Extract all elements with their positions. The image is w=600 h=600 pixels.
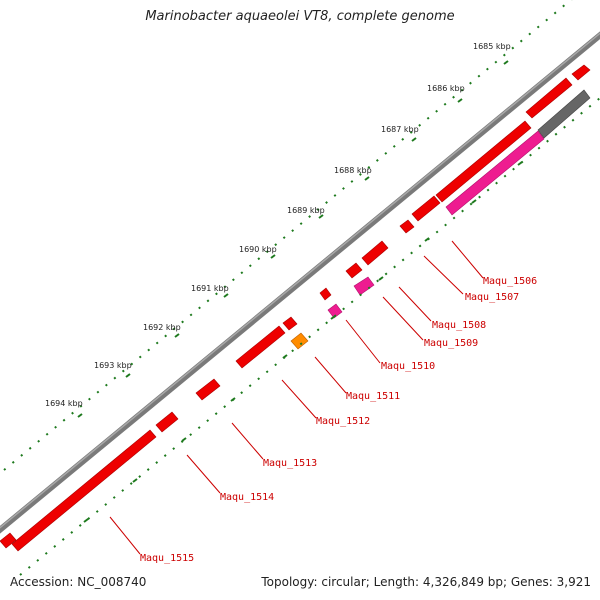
gene-pink-1510	[327, 303, 343, 319]
inner-major-ticks	[83, 161, 523, 523]
scale-label-1694: 1694 kbp	[45, 399, 83, 408]
gene-pink-1509	[353, 276, 375, 296]
gene-maqu-1506	[571, 64, 591, 81]
gene-label-maqu-1508: Maqu_1508	[432, 320, 486, 331]
gene-pink-long	[445, 130, 545, 216]
scale-label-1691: 1691 kbp	[191, 284, 229, 293]
scale-label-1693: 1693 kbp	[94, 361, 132, 370]
scale-label-1692: 1692 kbp	[143, 323, 181, 332]
gene-label-maqu-1514: Maqu_1514	[220, 492, 274, 503]
gene-maqu-1509-r	[399, 219, 415, 234]
outer-major-ticks	[77, 60, 509, 418]
map-title: Marinobacter aquaeolei VT8, complete gen…	[145, 9, 455, 24]
gene-maqu-1514-b	[195, 378, 221, 401]
gene-label-maqu-1512: Maqu_1512	[316, 416, 370, 427]
gene-maqu-1508	[411, 195, 441, 222]
gene-maqu-1510-r	[361, 240, 389, 266]
forward-genes	[0, 64, 591, 552]
outer-scale-ring	[3, 0, 573, 471]
gene-label-maqu-1509: Maqu_1509	[424, 338, 478, 349]
second-row-genes	[290, 89, 591, 350]
gene-maqu-1515-tip	[0, 532, 17, 549]
scale-label-1688: 1688 kbp	[334, 166, 372, 175]
gene-label-maqu-1515: Maqu_1515	[140, 553, 194, 564]
scale-label-1687: 1687 kbp	[381, 125, 419, 134]
scale-label-1689: 1689 kbp	[287, 206, 325, 215]
gene-label-maqu-1513: Maqu_1513	[263, 458, 317, 469]
gene-label-maqu-1510: Maqu_1510	[381, 361, 435, 372]
gene-label-maqu-1506: Maqu_1506	[483, 276, 537, 287]
accession-text: Accession: NC_008740	[10, 575, 147, 589]
gene-gray	[537, 89, 591, 139]
scale-label-1686: 1686 kbp	[427, 84, 465, 93]
scale-label-1690: 1690 kbp	[239, 245, 277, 254]
gene-maqu-1507	[435, 120, 532, 203]
scale-labels: 1685 kbp 1686 kbp 1687 kbp 1688 kbp 1689…	[45, 42, 511, 408]
gene-maqu-1511-r	[345, 262, 363, 279]
label-leaders	[109, 240, 484, 555]
inner-scale-ring	[19, 97, 600, 576]
gene-maqu-1514	[235, 325, 286, 369]
gene-maqu-1506-b	[525, 77, 573, 119]
gene-maqu-1515-a	[155, 411, 179, 433]
genome-backbone	[0, 31, 600, 534]
gene-maqu-1512	[319, 287, 332, 301]
gene-orange-1511	[290, 332, 309, 350]
gene-maqu-1515	[11, 429, 157, 552]
genome-summary-text: Topology: circular; Length: 4,326,849 bp…	[261, 575, 591, 589]
scale-label-1685: 1685 kbp	[473, 42, 511, 51]
gene-maqu-1513-r	[282, 316, 298, 331]
gene-label-maqu-1507: Maqu_1507	[465, 292, 519, 303]
gene-label-maqu-1511: Maqu_1511	[346, 391, 400, 402]
gene-labels: Maqu_1506 Maqu_1507 Maqu_1508 Maqu_1509 …	[140, 276, 537, 564]
